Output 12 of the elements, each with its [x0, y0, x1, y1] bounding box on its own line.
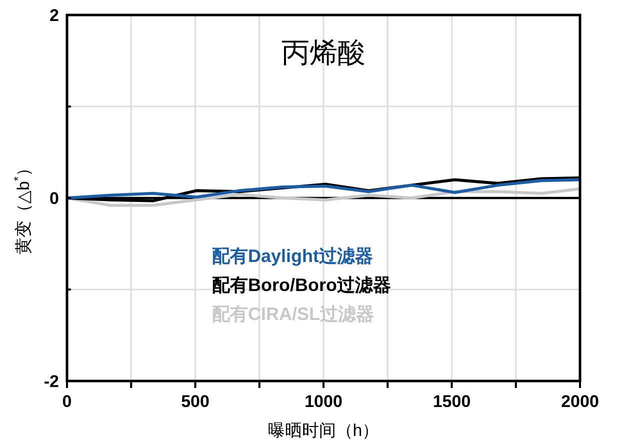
y-tick-label: 0 [50, 189, 59, 208]
x-tick-label: 2000 [561, 392, 599, 411]
x-tick-label: 500 [181, 392, 210, 411]
x-tick-label: 0 [62, 392, 72, 411]
y-tick-label: -2 [44, 372, 59, 391]
y-tick-label: 2 [50, 6, 59, 25]
text: 配有Daylight过滤器 [212, 246, 374, 266]
x-tick-label: 1000 [304, 392, 342, 411]
text: 配有Boro/Boro过滤器 [212, 275, 391, 295]
text: 丙烯酸 [282, 37, 366, 68]
x-tick-label: 1500 [432, 392, 471, 411]
x-axis-title: 曝晒时间（h） [268, 421, 380, 440]
